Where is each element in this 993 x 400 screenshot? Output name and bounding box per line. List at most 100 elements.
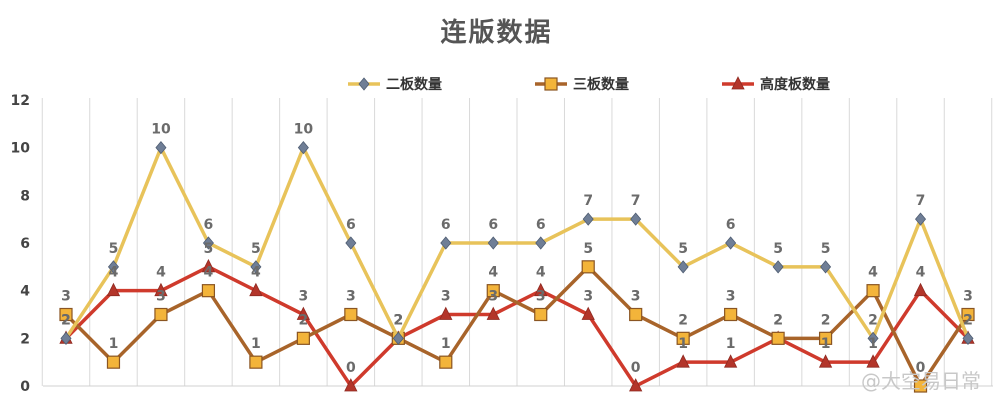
data-label: 2	[868, 312, 878, 328]
data-label: 3	[536, 289, 546, 305]
data-point-diamond	[962, 331, 974, 345]
chart-title: 连版数据	[440, 18, 553, 48]
data-point-diamond	[677, 260, 689, 274]
data-label: 4	[109, 265, 119, 281]
data-label: 5	[204, 241, 214, 257]
data-label: 2	[773, 312, 783, 328]
data-label: 0	[346, 360, 356, 376]
data-label: 4	[251, 265, 261, 281]
data-label: 3	[298, 289, 308, 305]
data-label: 1	[868, 336, 878, 352]
y-tick-label: 0	[20, 379, 30, 395]
data-point-diamond	[440, 236, 452, 250]
data-label: 3	[583, 289, 593, 305]
data-label: 4	[204, 265, 214, 281]
data-label: 5	[821, 241, 831, 257]
data-point-square	[296, 331, 310, 345]
legend-label: 高度板数量	[760, 76, 830, 93]
data-point-diamond	[535, 236, 547, 250]
data-label: 4	[868, 265, 878, 281]
data-label: 1	[678, 336, 688, 352]
data-point-diamond	[725, 236, 737, 250]
legend-label: 三板数量	[573, 76, 629, 93]
data-point-diamond	[107, 260, 119, 274]
data-point-square	[961, 307, 975, 322]
data-label: 1	[821, 336, 831, 352]
data-point-square	[544, 77, 558, 91]
data-label: 5	[678, 241, 688, 257]
data-label: 1	[441, 336, 451, 352]
y-tick-label: 2	[20, 331, 30, 347]
data-point-square	[913, 379, 928, 393]
data-label: 10	[294, 122, 314, 138]
data-label: 6	[346, 217, 356, 233]
data-label: 2	[963, 312, 973, 328]
data-point-square	[486, 284, 500, 298]
data-point-triangle	[818, 354, 833, 368]
data-point-square	[59, 307, 73, 322]
data-point-triangle	[486, 306, 500, 320]
data-label: 5	[109, 241, 119, 257]
data-point-diamond	[358, 77, 370, 91]
data-point-square	[581, 260, 595, 274]
data-point-square	[106, 355, 121, 369]
data-point-diamond	[60, 331, 72, 345]
data-point-square	[344, 307, 358, 322]
data-point-square	[534, 307, 548, 322]
y-tick-label: 4	[20, 284, 30, 300]
data-point-triangle	[154, 282, 168, 297]
data-point-diamond	[297, 141, 309, 155]
data-point-square	[439, 355, 453, 369]
data-point-diamond	[487, 236, 499, 250]
data-label: 10	[151, 122, 171, 138]
data-label: 7	[583, 193, 593, 209]
data-label: 2	[393, 312, 403, 328]
data-point-triangle	[731, 76, 745, 90]
data-point-diamond	[772, 260, 784, 274]
data-label: 7	[916, 193, 926, 209]
data-point-triangle	[439, 306, 453, 320]
data-label: 2	[61, 312, 71, 328]
data-label: 7	[631, 193, 641, 209]
data-label: 2	[298, 312, 308, 328]
data-point-diamond	[915, 212, 927, 226]
y-tick-label: 6	[20, 236, 30, 252]
data-point-square	[771, 331, 785, 345]
data-point-triangle	[249, 282, 263, 297]
data-label: 2	[821, 312, 831, 328]
data-label: 6	[441, 217, 451, 233]
data-label: 1	[109, 336, 119, 352]
data-label: 1	[726, 336, 736, 352]
data-label: 3	[488, 289, 498, 305]
data-point-square	[249, 355, 263, 369]
series-line	[64, 265, 970, 388]
data-point-diamond	[867, 331, 879, 345]
data-point-triangle	[676, 354, 690, 368]
data-point-square	[866, 284, 880, 298]
data-point-diamond	[250, 260, 262, 274]
y-axis-ticks: 0 2 4 6 8 10 12	[11, 93, 31, 395]
data-label: 1	[251, 336, 261, 352]
data-label: 3	[61, 289, 71, 305]
watermark: @大空易日常	[861, 369, 981, 393]
data-point-triangle	[296, 306, 311, 320]
data-point-square	[629, 307, 643, 322]
data-label: 3	[441, 289, 451, 305]
data-label: 5	[583, 241, 593, 257]
data-label: 5	[773, 241, 783, 257]
data-point-triangle	[201, 258, 216, 273]
data-point-triangle	[723, 354, 738, 368]
data-point-triangle	[629, 378, 643, 392]
data-point-square	[154, 307, 168, 322]
data-point-diamond	[820, 260, 832, 274]
data-label: 4	[536, 265, 546, 281]
data-label: 0	[916, 360, 926, 376]
data-point-triangle	[344, 378, 358, 392]
series-lines	[59, 141, 975, 393]
data-point-triangle	[106, 282, 121, 297]
data-point-diamond	[155, 141, 167, 155]
data-label: 5	[251, 241, 261, 257]
data-label: 2	[773, 312, 783, 328]
